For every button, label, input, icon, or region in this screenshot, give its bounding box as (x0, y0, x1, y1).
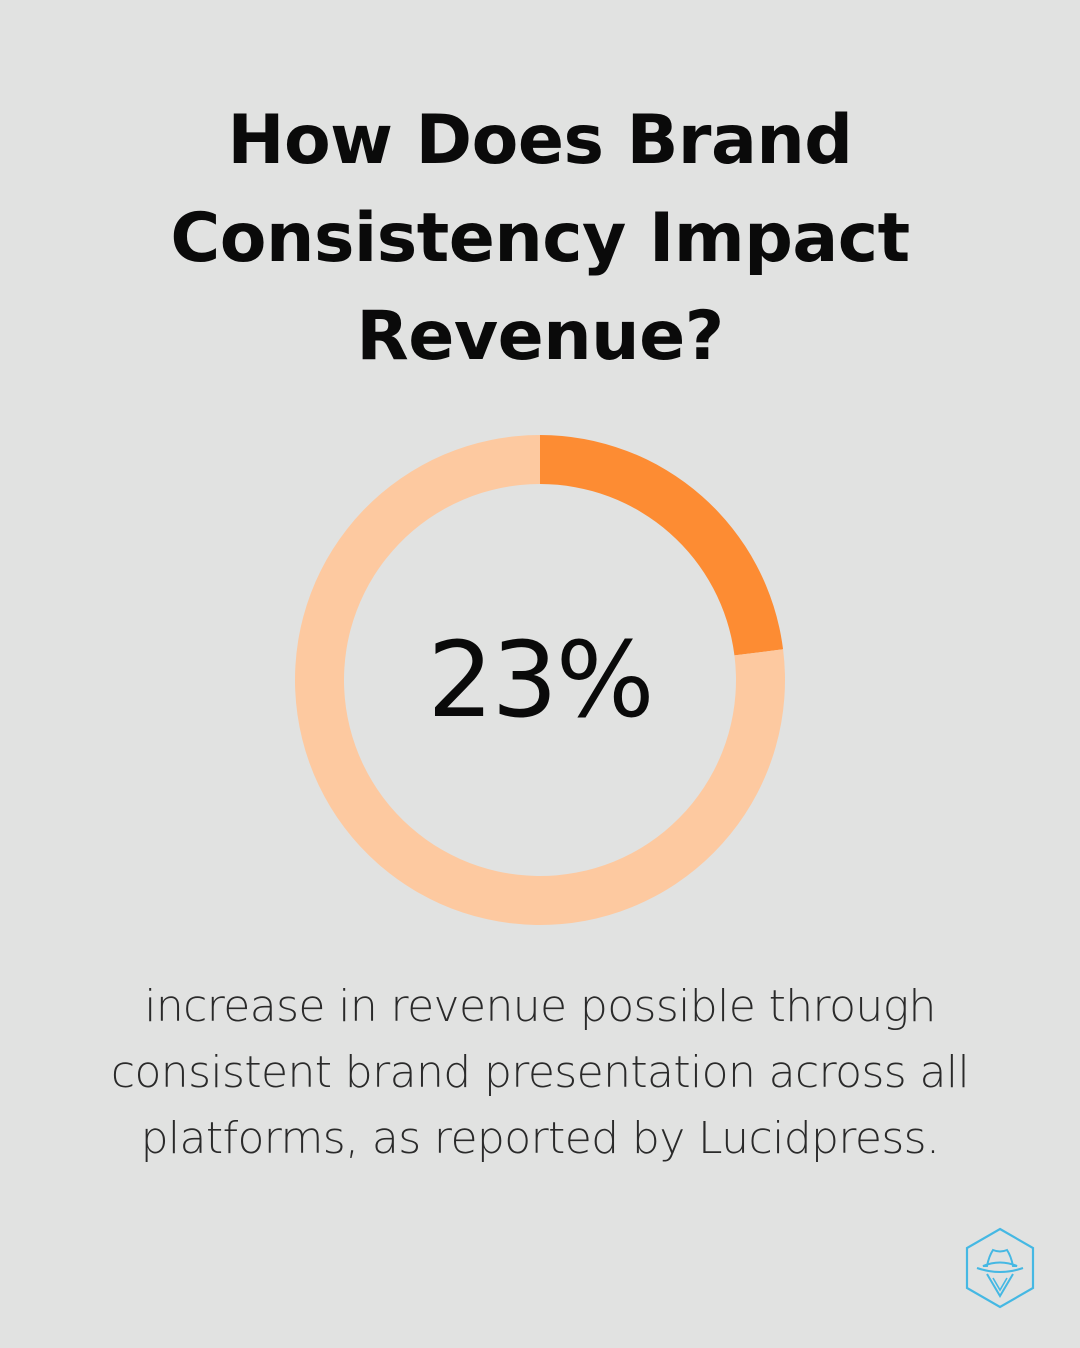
donut-chart-svg (295, 435, 785, 925)
percentage-value: 23% (427, 619, 654, 741)
donut-chart: 23% (290, 430, 790, 930)
title-line-2: Consistency Impact (170, 199, 910, 278)
description-line-1: increase in revenue possible through (144, 981, 936, 1032)
description-line-3: platforms, as reported by Lucidpress. (140, 1113, 940, 1164)
title-line-3: Revenue? (356, 297, 724, 376)
spy-hat-hexagon-icon (965, 1227, 1035, 1309)
chart-description: increase in revenue possible through con… (90, 974, 990, 1172)
page-title: How Does Brand Consistency Impact Revenu… (0, 92, 1080, 386)
title-line-1: How Does Brand (227, 101, 853, 180)
donut-slice-value (540, 435, 784, 656)
description-line-2: consistent brand presentation across all (110, 1047, 970, 1098)
